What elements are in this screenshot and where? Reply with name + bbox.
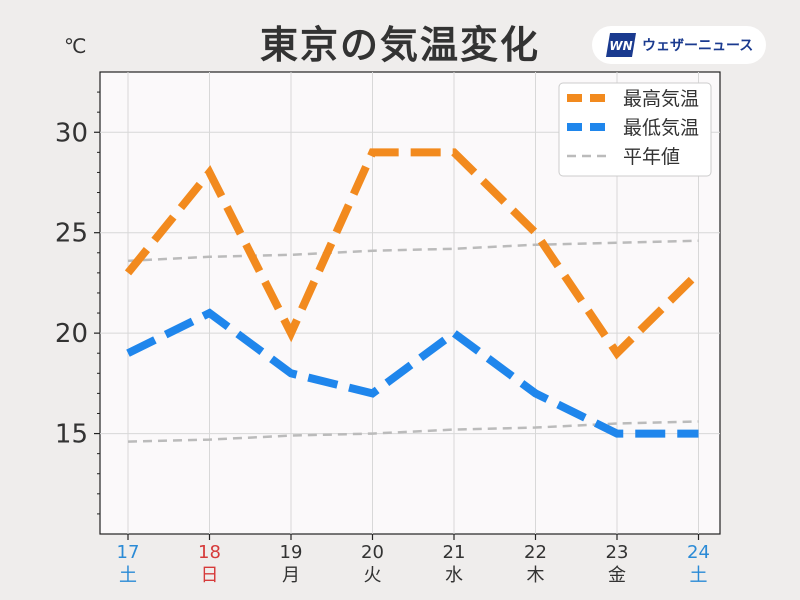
x-tick-label-day: 17 (117, 542, 140, 563)
series-line-1 (126, 308, 699, 438)
brand-name: ウェザーニュース (642, 38, 754, 54)
x-tick-label-day: 22 (524, 542, 547, 563)
weathernews-logo-icon: WN (606, 33, 636, 57)
y-tick-label: 20 (55, 319, 88, 349)
x-tick-label-weekday: 火 (364, 565, 382, 586)
brand-badge: WN ウェザーニュース (592, 26, 766, 64)
x-tick-label-weekday: 水 (445, 565, 463, 586)
x-tick-label-day: 20 (361, 542, 384, 563)
y-tick-label: 25 (55, 219, 88, 249)
x-tick-label-weekday: 土 (119, 565, 137, 586)
x-tick-label-day: 18 (198, 542, 221, 563)
series-line-3 (127, 420, 699, 443)
legend-label: 最低気温 (623, 117, 699, 139)
x-tick-label-day: 19 (280, 542, 303, 563)
x-tick-label-day: 24 (687, 542, 710, 563)
x-tick-label-weekday: 金 (608, 565, 626, 586)
x-tick-label-weekday: 土 (690, 565, 708, 586)
x-tick-label-day: 21 (443, 542, 466, 563)
legend-label: 最高気温 (623, 88, 699, 110)
series-line-2 (127, 239, 699, 263)
chart-title: 東京の気温変化 (259, 23, 540, 67)
series-line-0 (124, 148, 702, 360)
unit-label: ℃ (64, 34, 87, 58)
x-tick-label-day: 23 (606, 542, 629, 563)
y-tick-label: 30 (55, 118, 88, 148)
y-tick-label: 15 (55, 420, 88, 450)
legend-box (558, 82, 712, 177)
legend-label: 平年値 (623, 146, 680, 168)
x-tick-label-weekday: 木 (527, 565, 545, 586)
series-lines (124, 148, 702, 443)
x-tick-label-weekday: 日 (201, 565, 219, 586)
svg-text:WN: WN (609, 39, 632, 53)
x-tick-label-weekday: 月 (282, 565, 300, 586)
